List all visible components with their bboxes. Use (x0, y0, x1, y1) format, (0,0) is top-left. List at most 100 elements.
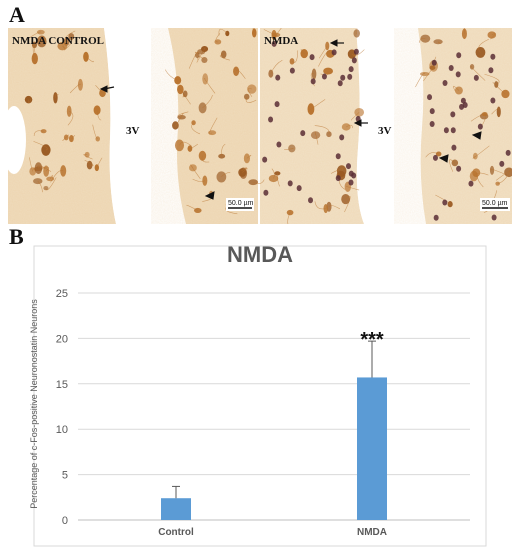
cell-nucleus (448, 64, 454, 71)
stained-cell (286, 209, 294, 216)
cell-nucleus (348, 179, 354, 186)
cell-process (478, 39, 489, 53)
cell-process (221, 171, 231, 178)
cell-nucleus (268, 116, 274, 123)
cell-process (351, 49, 365, 56)
cell-process (37, 180, 43, 193)
cell-process (415, 72, 426, 88)
cell-process (492, 82, 506, 95)
cell-nucleus (289, 67, 295, 74)
cell-process (319, 45, 328, 59)
label-nmda: NMDA (264, 35, 298, 47)
micrograph-arrows (99, 39, 482, 200)
cell-process (178, 86, 191, 105)
cell-process (235, 69, 246, 79)
cell-process (201, 155, 210, 163)
cell-process (218, 28, 228, 36)
cell-process (84, 159, 94, 166)
cell-process (300, 49, 305, 54)
cell-process (71, 134, 75, 139)
cell-process (28, 98, 32, 104)
cell-nucleus (456, 165, 462, 172)
cell-process (252, 28, 255, 34)
cell-process (179, 141, 192, 147)
cell-process (64, 30, 76, 43)
micrograph-nmda-left (260, 28, 394, 224)
cell-process (308, 99, 326, 112)
y-tick-label: 10 (56, 424, 68, 436)
x-tick-label: Control (158, 527, 194, 538)
cell-nucleus (456, 52, 462, 59)
cell-process (92, 124, 98, 140)
cell-nucleus (450, 111, 456, 118)
stained-cell (177, 114, 186, 120)
panel-a-letter: A (9, 2, 25, 27)
svg-text:50.0 µm: 50.0 µm (482, 200, 508, 207)
panel-b-letter: B (9, 224, 24, 249)
cell-nucleus (429, 108, 435, 115)
y-tick-labels: 0 5 10 15 20 25 (56, 288, 68, 527)
cell-process (194, 51, 202, 53)
stained-cell (69, 135, 74, 143)
bars: *** (161, 329, 387, 520)
cell-process (437, 41, 442, 44)
cell-process (221, 143, 226, 157)
cell-process (475, 172, 484, 188)
cell-process (29, 157, 34, 172)
stained-cell (487, 31, 497, 39)
cell-nucleus (353, 48, 359, 55)
cell-process (472, 145, 490, 159)
cell-nucleus (310, 78, 316, 85)
stained-cell (214, 39, 222, 45)
cell-process (188, 52, 198, 69)
cell-nucleus (429, 121, 435, 128)
cell-process (484, 73, 500, 85)
cell-process (182, 93, 186, 98)
cell-nucleus (442, 79, 448, 86)
cell-process (284, 148, 294, 151)
cell-process (246, 154, 252, 159)
stained-cell (66, 105, 72, 117)
cell-process (253, 179, 265, 184)
cell-nucleus (473, 74, 479, 81)
cell-nucleus (468, 180, 474, 187)
cell-nucleus (460, 97, 466, 104)
cell-nucleus (433, 214, 439, 221)
significance-marker: *** (360, 329, 384, 351)
cell-process (497, 168, 511, 184)
cell-nucleus (339, 134, 345, 141)
cell-process (314, 201, 326, 210)
cell-process (291, 50, 299, 63)
cell-process (83, 154, 93, 160)
y-tick-label: 15 (56, 379, 68, 391)
cell-nucleus (275, 74, 281, 81)
cell-nucleus (347, 73, 353, 80)
stained-cell (311, 68, 317, 80)
cell-process (489, 168, 507, 176)
gridlines (78, 292, 470, 521)
cell-process (209, 117, 218, 135)
cell-process (37, 165, 52, 172)
stained-cell (46, 176, 55, 182)
cell-process (69, 83, 81, 94)
bar-control (161, 498, 191, 520)
cell-nucleus (321, 73, 327, 80)
stained-cell (300, 49, 308, 59)
cell-process (356, 28, 358, 35)
micrograph-nmda-right (394, 28, 512, 224)
cell-nucleus (488, 67, 494, 74)
cell-process (344, 195, 351, 213)
cell-process (449, 159, 456, 172)
cell-nucleus (427, 94, 433, 101)
cell-nucleus (309, 54, 315, 61)
bar-chart: NMDA 0 5 10 15 20 25 Percentage of c-Fos-posi… (29, 242, 487, 547)
stained-cell (469, 64, 475, 70)
cell-nucleus (450, 127, 456, 134)
cell-process (245, 96, 257, 103)
stained-cell (274, 171, 281, 176)
cell-process (189, 143, 198, 149)
x-tick-label: NMDA (357, 527, 387, 538)
cell-process (95, 84, 103, 94)
micrograph-control-left (8, 28, 151, 224)
cell-nucleus (442, 199, 448, 206)
